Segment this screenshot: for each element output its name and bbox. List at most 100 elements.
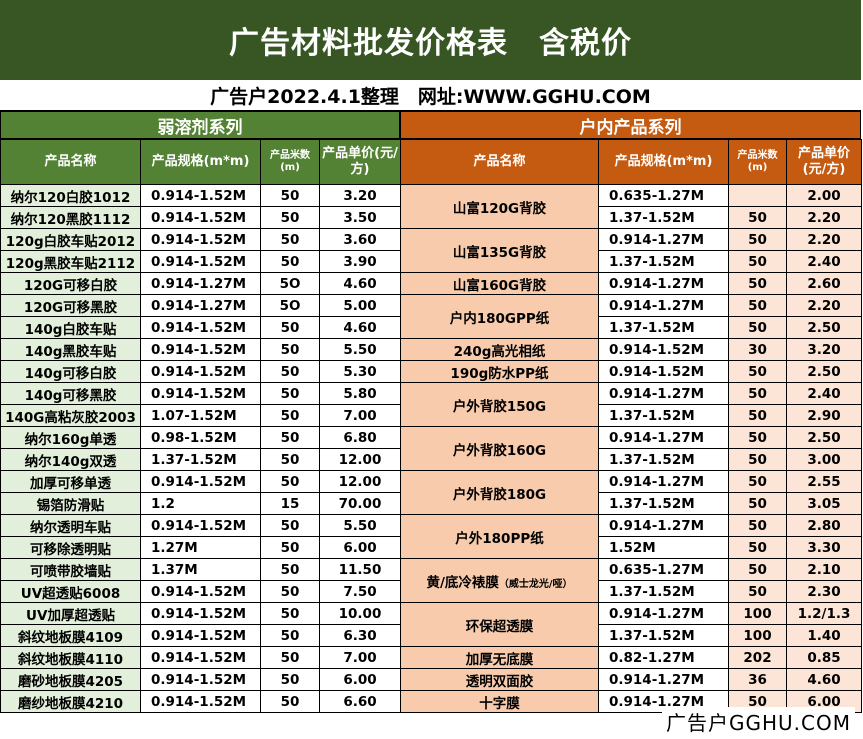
product-length-cell: 50 xyxy=(260,206,320,229)
product-price-cell: 4.60 xyxy=(319,272,401,295)
product-length-cell: 50 xyxy=(728,316,787,339)
product-length-cell: 50 xyxy=(728,580,787,603)
product-price-cell: 5.30 xyxy=(319,360,401,383)
product-price-cell: 5.50 xyxy=(319,338,401,361)
product-spec-cell: 0.914-1.52M xyxy=(140,338,261,361)
product-name-cell: 磨砂地板膜4205 xyxy=(0,668,141,691)
table-row: 户外180PP纸 0.914-1.27M 50 2.80 xyxy=(400,514,862,559)
product-price-cell: 7.50 xyxy=(319,580,401,603)
product-length-cell: 50 xyxy=(260,426,320,449)
product-spec-cell: 0.98-1.52M xyxy=(140,426,261,449)
product-price-cell: 2.60 xyxy=(786,272,862,295)
table-row: 120g白胶车贴2012 0.914-1.52M 50 3.60 xyxy=(0,228,401,251)
table-row: 140g白胶车贴 0.914-1.52M 50 4.60 xyxy=(0,316,401,339)
product-price-cell: 11.50 xyxy=(319,558,401,581)
product-price-cell: 2.55 xyxy=(786,470,862,493)
product-price-cell: 0.85 xyxy=(786,646,862,669)
product-length-cell: 50 xyxy=(728,250,787,273)
product-length-cell: 50 xyxy=(260,514,320,537)
product-name: 户外背胶180G xyxy=(452,486,547,503)
product-price-cell: 70.00 xyxy=(319,492,401,515)
product-price-cell: 3.00 xyxy=(786,448,862,471)
product-price-cell: 2.50 xyxy=(786,426,862,449)
column-header-price: 产品单价(元/方) xyxy=(786,139,862,185)
product-length-cell: 50 xyxy=(728,228,787,251)
product-length-cell: 202 xyxy=(728,646,787,669)
product-name-cell: 纳尔120白胶1012 xyxy=(0,184,141,207)
product-length-cell: 50 xyxy=(728,206,787,229)
product-spec-cell: 0.914-1.52M xyxy=(140,316,261,339)
product-length-cell: 50 xyxy=(260,536,320,559)
product-name-cell: 加厚无底膜 xyxy=(400,646,599,669)
product-spec-cell: 0.914-1.52M xyxy=(598,338,729,361)
column-header-price: 产品单价(元/方) xyxy=(319,139,401,185)
product-name-cell: 加厚可移单透 xyxy=(0,470,141,493)
product-price-cell: 3.20 xyxy=(319,184,401,207)
table-row: 户外背胶150G 0.914-1.27M 50 2.40 xyxy=(400,382,862,427)
table-row: 纳尔透明车贴 0.914-1.52M 50 5.50 xyxy=(0,514,401,537)
table-row: 磨砂地板膜4205 0.914-1.52M 50 6.00 xyxy=(0,668,401,691)
product-price-cell: 12.00 xyxy=(319,448,401,471)
product-name-note: （威士龙光/哑） xyxy=(498,578,573,590)
product-price-cell: 2.50 xyxy=(786,316,862,339)
section-header-left: 弱溶剂系列 xyxy=(0,111,400,139)
product-spec-cell: 0.914-1.27M xyxy=(598,602,729,625)
product-price-cell: 5.80 xyxy=(319,382,401,405)
table-row: 斜纹地板膜4110 0.914-1.52M 50 7.00 xyxy=(0,646,401,669)
product-price-cell: 2.90 xyxy=(786,404,862,427)
product-name-cell: 可移除透明贴 xyxy=(0,536,141,559)
product-length-cell: 50 xyxy=(728,426,787,449)
product-spec-cell: 0.914-1.52M xyxy=(140,646,261,669)
page-title: 广告材料批发价格表 含税价 xyxy=(0,0,861,80)
product-length-cell: 15 xyxy=(260,492,320,515)
table-row: 黄/底冷裱膜（威士龙光/哑） 0.635-1.27M 50 2.10 xyxy=(400,558,862,603)
product-spec-cell: 0.914-1.52M xyxy=(140,228,261,251)
product-price-cell: 6.00 xyxy=(319,668,401,691)
table-row: 140g黑胶车贴 0.914-1.52M 50 5.50 xyxy=(0,338,401,361)
product-price-cell: 4.60 xyxy=(319,316,401,339)
product-price-cell: 2.50 xyxy=(786,360,862,383)
product-price-cell: 7.00 xyxy=(319,404,401,427)
table-row: UV超透贴6008 0.914-1.52M 50 7.50 xyxy=(0,580,401,603)
table-row: 纳尔160g单透 0.98-1.52M 50 6.80 xyxy=(0,426,401,449)
product-name: 透明双面胶 xyxy=(465,673,534,690)
product-spec-cell: 1.37-1.52M xyxy=(598,448,729,471)
product-length-cell: 50 xyxy=(728,272,787,295)
product-length-cell: 50 xyxy=(260,646,320,669)
column-header-length: 产品米数(m) xyxy=(728,139,787,185)
product-name-cell: 纳尔160g单透 xyxy=(0,426,141,449)
product-length-cell: 50 xyxy=(260,184,320,207)
product-price-cell: 3.60 xyxy=(319,228,401,251)
table-row: 十字膜 0.914-1.27M 50 6.00 xyxy=(400,690,862,713)
product-name-cell: 140g黑胶车贴 xyxy=(0,338,141,361)
product-length-cell: 50 xyxy=(728,382,787,405)
product-length-cell xyxy=(728,184,787,207)
product-price-cell: 2.20 xyxy=(786,294,862,317)
product-spec-cell: 0.914-1.27M xyxy=(140,294,261,317)
product-name: 户内180GPP纸 xyxy=(449,310,550,327)
product-name-cell: 纳尔120黑胶1112 xyxy=(0,206,141,229)
product-length-cell: 50 xyxy=(728,514,787,537)
product-name-cell: 山富160G背胶 xyxy=(400,272,599,295)
product-price-cell: 3.20 xyxy=(786,338,862,361)
product-length-cell: 50 xyxy=(728,404,787,427)
product-spec-cell: 1.37-1.52M xyxy=(140,448,261,471)
product-name-cell: 120G可移黑胶 xyxy=(0,294,141,317)
table-row: 120G可移白胶 0.914-1.27M 5O 4.60 xyxy=(0,272,401,295)
product-price-cell: 3.50 xyxy=(319,206,401,229)
product-length-cell: 50 xyxy=(260,602,320,625)
product-spec-cell: 1.27M xyxy=(140,536,261,559)
product-name-cell: 户外背胶180G xyxy=(400,470,599,515)
product-length-cell: 30 xyxy=(728,338,787,361)
product-spec-cell: 1.37-1.52M xyxy=(598,580,729,603)
product-spec-cell: 0.914-1.52M xyxy=(140,206,261,229)
product-price-cell: 1.40 xyxy=(786,624,862,647)
table-row: 山富135G背胶 0.914-1.27M 50 2.20 xyxy=(400,228,862,273)
product-length-cell: 50 xyxy=(728,492,787,515)
product-price-cell: 2.20 xyxy=(786,228,862,251)
product-name-cell: UV加厚超透贴 xyxy=(0,602,141,625)
table-row: 斜纹地板膜4109 0.914-1.52M 50 6.30 xyxy=(0,624,401,647)
product-name-cell: 140g白胶车贴 xyxy=(0,316,141,339)
product-spec-cell: 0.914-1.52M xyxy=(140,184,261,207)
product-spec-cell: 0.914-1.52M xyxy=(140,514,261,537)
